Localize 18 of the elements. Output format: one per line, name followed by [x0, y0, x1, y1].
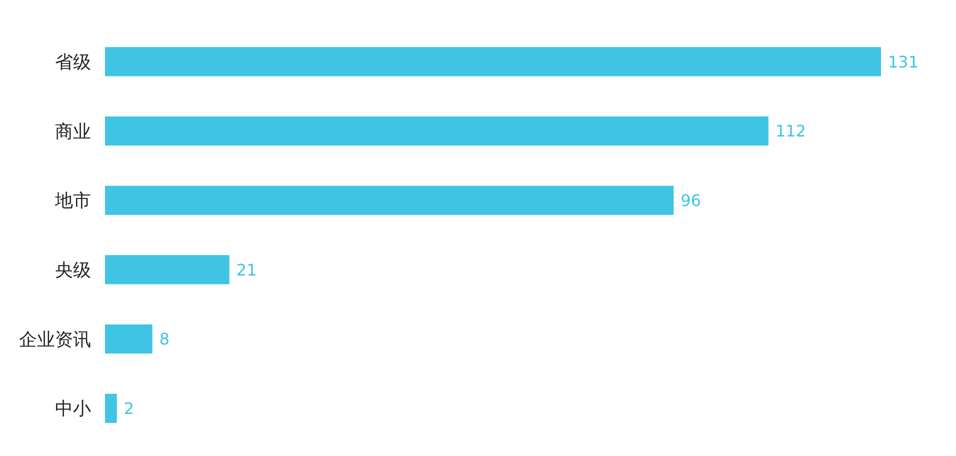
y-tick-label: 中小: [55, 398, 91, 420]
bar: [105, 116, 768, 146]
y-tick-label: 商业: [55, 121, 91, 142]
data-label: 112: [775, 122, 806, 141]
bar: [105, 47, 881, 76]
y-tick-label: 地市: [54, 190, 91, 212]
bar: [105, 394, 117, 423]
data-label: 21: [236, 260, 257, 280]
bar: [105, 255, 230, 284]
data-label: 131: [888, 52, 919, 72]
y-tick-label: 企业资讯: [19, 329, 91, 350]
bar: [105, 186, 674, 215]
y-tick-label: 央级: [55, 260, 91, 281]
data-label: 8: [159, 330, 170, 349]
data-label: 2: [124, 398, 134, 418]
y-tick-label: 省级: [55, 52, 91, 73]
bar: [105, 324, 152, 354]
data-label: 96: [680, 190, 702, 210]
